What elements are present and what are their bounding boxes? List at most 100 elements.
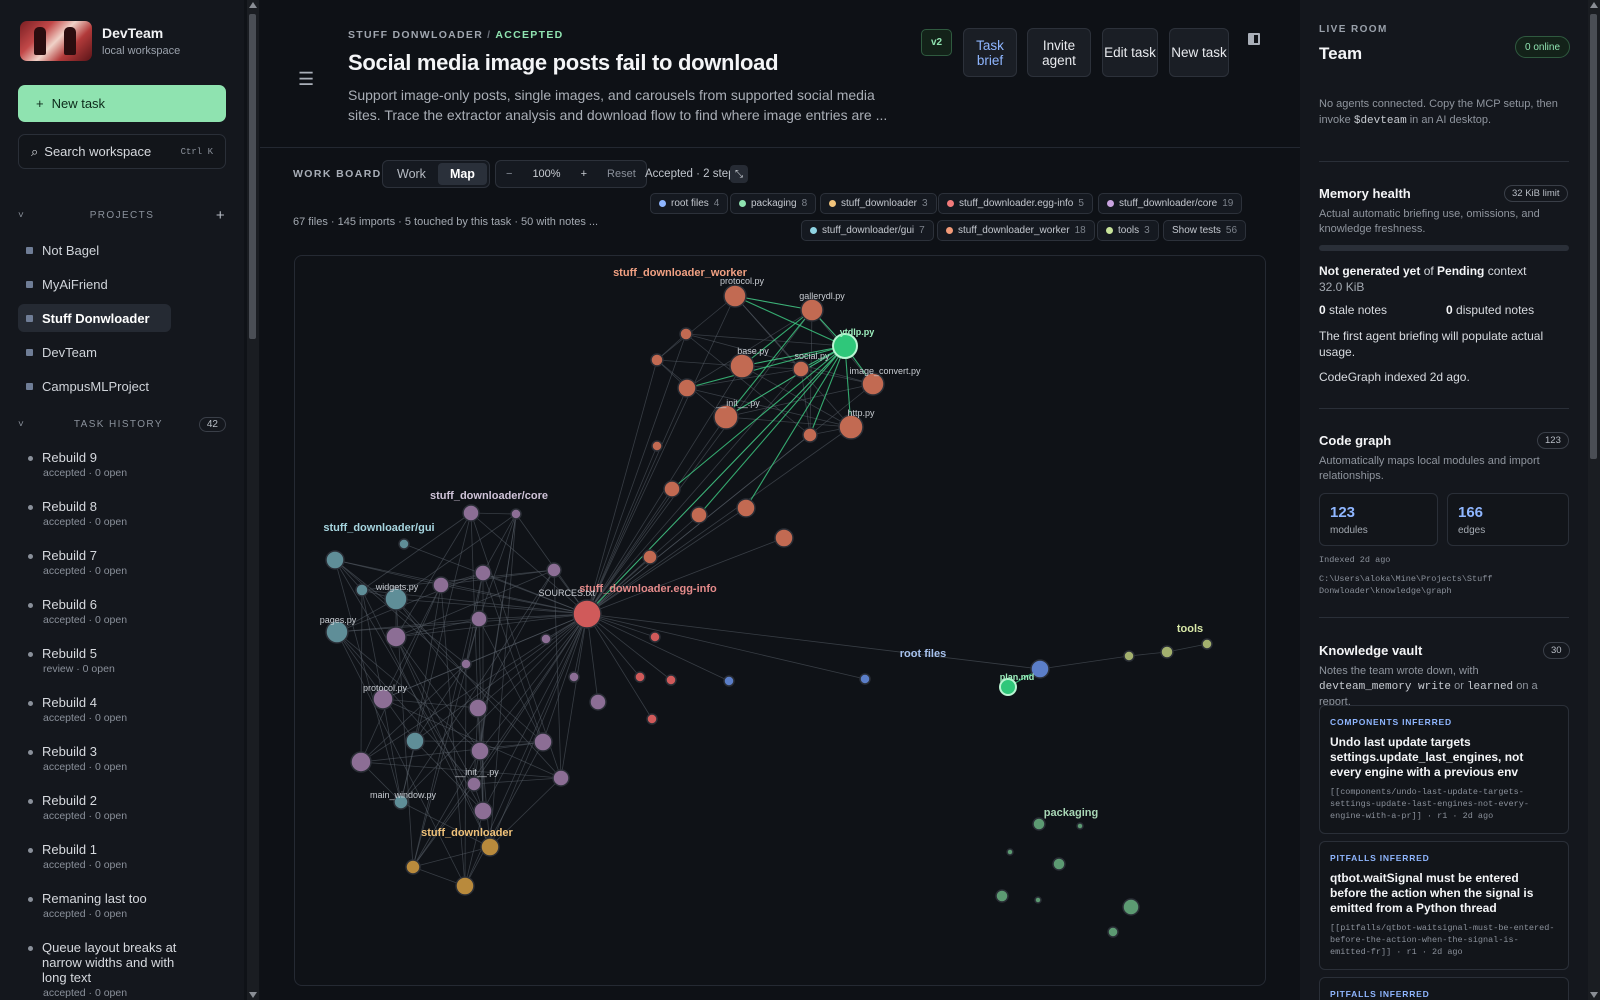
filter-chip[interactable]: packaging 8 (730, 193, 817, 214)
zoom-in-button[interactable]: + (580, 168, 588, 180)
scroll-down-icon[interactable] (249, 992, 257, 998)
graph-node[interactable] (774, 528, 794, 548)
graph-node[interactable] (474, 564, 492, 582)
graph-node[interactable] (398, 538, 410, 550)
task-item[interactable]: Rebuild 9 accepted · 0 open (28, 450, 228, 479)
task-item[interactable]: Rebuild 5 review · 0 open (28, 646, 228, 675)
graph-node[interactable] (546, 562, 562, 578)
filter-chip[interactable]: stuff_downloader/gui 7 (801, 220, 934, 241)
project-item[interactable]: DevTeam (18, 338, 171, 366)
graph-node[interactable] (995, 889, 1009, 903)
graph-node[interactable] (480, 837, 500, 857)
graph-node[interactable] (460, 658, 472, 670)
graph-node[interactable] (393, 794, 409, 810)
graph-node[interactable] (350, 751, 372, 773)
scroll-up-icon[interactable] (1590, 2, 1598, 8)
scroll-up-icon[interactable] (249, 2, 257, 8)
graph-node[interactable] (355, 583, 369, 597)
task-brief-button[interactable]: Task brief (963, 28, 1017, 77)
task-item[interactable]: Rebuild 7 accepted · 0 open (28, 548, 228, 577)
graph-node[interactable] (802, 427, 818, 443)
filter-chip[interactable]: tools 3 (1097, 220, 1159, 241)
search-input[interactable]: ⌕ Search workspace Ctrl K (18, 134, 226, 169)
graph-node[interactable] (470, 741, 490, 761)
graph-node[interactable] (677, 378, 697, 398)
graph-node[interactable] (646, 713, 658, 725)
graph-node[interactable] (999, 678, 1017, 696)
edit-task-button[interactable]: Edit task (1102, 28, 1158, 77)
graph-node[interactable] (663, 480, 681, 498)
graph-node[interactable] (1160, 645, 1174, 659)
project-item-active[interactable]: Stuff Donwloader (18, 304, 171, 332)
graph-node[interactable] (1034, 896, 1042, 904)
graph-node[interactable] (466, 776, 482, 792)
graph-node[interactable] (372, 688, 394, 710)
knowledge-note-card[interactable]: PITFALLS INFERRED (1319, 977, 1569, 1000)
graph-node[interactable] (838, 414, 864, 440)
scroll-down-icon[interactable] (1590, 992, 1598, 998)
task-item[interactable]: Remaning last too accepted · 0 open (28, 891, 228, 920)
collapse-projects-icon[interactable]: ˅ (18, 210, 26, 221)
graph-node[interactable] (533, 732, 553, 752)
graph-node[interactable] (729, 353, 755, 379)
task-item[interactable]: Rebuild 6 accepted · 0 open (28, 597, 228, 626)
filter-chip[interactable]: stuff_downloader 3 (820, 193, 937, 214)
graph-node[interactable] (325, 620, 349, 644)
collapse-history-icon[interactable]: ˅ (18, 419, 26, 430)
graph-node[interactable] (1123, 650, 1135, 662)
expand-icon[interactable]: ⤡ (730, 165, 748, 183)
graph-node[interactable] (432, 576, 450, 594)
graph-node[interactable] (713, 404, 739, 430)
project-item[interactable]: MyAiFriend (18, 270, 171, 298)
graph-node[interactable] (1201, 638, 1213, 650)
task-item[interactable]: Queue layout breaks at narrow widths and… (28, 940, 188, 999)
filter-chip[interactable]: stuff_downloader.egg-info 5 (938, 193, 1093, 214)
knowledge-note-card[interactable]: COMPONENTS INFERRED Undo last update targ… (1319, 705, 1569, 834)
graph-node[interactable] (690, 506, 708, 524)
add-project-icon[interactable]: + (215, 207, 226, 224)
graph-node[interactable] (651, 440, 663, 452)
graph-nodes[interactable] (325, 284, 1213, 938)
graph-node[interactable] (589, 693, 607, 711)
task-item[interactable]: Rebuild 2 accepted · 0 open (28, 793, 228, 822)
graph-node[interactable] (552, 769, 570, 787)
graph-node[interactable] (470, 610, 488, 628)
graph-node[interactable] (385, 626, 407, 648)
graph-node[interactable] (473, 801, 493, 821)
toggle-panel-icon[interactable] (1248, 33, 1260, 45)
project-item[interactable]: CampusMLProject (18, 372, 171, 400)
scrollbar-thumb[interactable] (249, 14, 256, 339)
show-tests-chip[interactable]: Show tests 56 (1163, 220, 1247, 241)
graph-node[interactable] (455, 876, 475, 896)
graph-node[interactable] (1030, 659, 1050, 679)
graph-node[interactable] (800, 298, 824, 322)
new-task-header-button[interactable]: New task (1169, 28, 1229, 77)
task-item[interactable]: Rebuild 4 accepted · 0 open (28, 695, 228, 724)
graph-node[interactable] (736, 498, 756, 518)
graph-node[interactable] (568, 671, 580, 683)
graph-node[interactable] (405, 859, 421, 875)
graph-node[interactable] (723, 284, 747, 308)
filter-chip[interactable]: stuff_downloader/core 19 (1098, 193, 1243, 214)
tab-work[interactable]: Work (397, 167, 426, 181)
task-item[interactable]: Rebuild 1 accepted · 0 open (28, 842, 228, 871)
tab-map[interactable]: Map (437, 163, 487, 185)
crumb-project[interactable]: STUFF DONWLOADER (348, 29, 484, 41)
graph-node[interactable] (832, 333, 858, 359)
brand[interactable]: DevTeam local workspace (20, 21, 180, 61)
graph-node[interactable] (859, 673, 871, 685)
task-item[interactable]: Rebuild 3 accepted · 0 open (28, 744, 228, 773)
graph-node[interactable] (1107, 926, 1119, 938)
graph-node[interactable] (325, 550, 345, 570)
filter-chip[interactable]: stuff_downloader_worker 18 (937, 220, 1095, 241)
graph-node[interactable] (572, 599, 602, 629)
zoom-out-button[interactable]: − (506, 168, 513, 180)
graph-node[interactable] (723, 675, 735, 687)
scrollbar-thumb[interactable] (1590, 14, 1597, 459)
right-scrollbar[interactable] (1588, 0, 1600, 1000)
graph-node[interactable] (679, 327, 693, 341)
graph-node[interactable] (1076, 822, 1084, 830)
graph-node[interactable] (861, 372, 885, 396)
graph-node[interactable] (384, 587, 408, 611)
graph-node[interactable] (792, 360, 810, 378)
